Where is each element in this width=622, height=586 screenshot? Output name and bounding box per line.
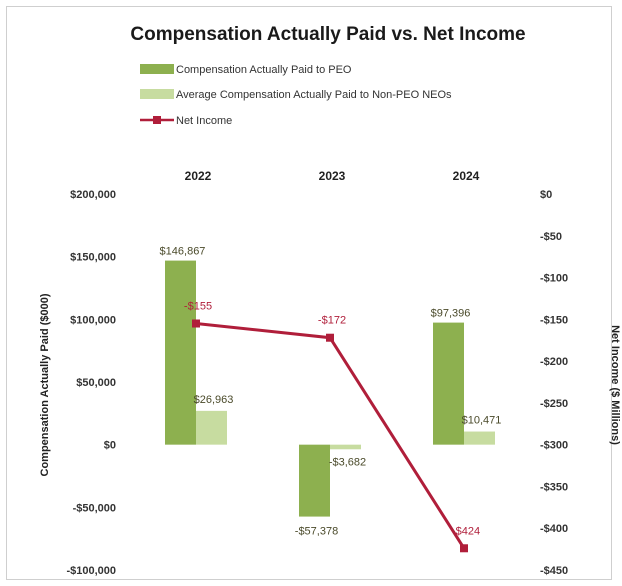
y-left-tick-label: -$50,000 — [73, 502, 116, 514]
x-axis-categories: 2022 2023 2024 — [185, 169, 480, 183]
bar-neo — [464, 431, 495, 445]
legend-label-neo: Average Compensation Actually Paid to No… — [176, 89, 452, 101]
y-left-tick-label: $200,000 — [70, 189, 116, 201]
y-right-tick-label: -$150 — [540, 314, 568, 326]
y-right-tick-label: -$350 — [540, 481, 568, 493]
y-axis-right-ticks: $0 -$50 -$100 -$150 -$200 -$250 -$300 -$350 -$40… — [540, 189, 568, 577]
legend-swatch-peo — [140, 64, 174, 74]
data-label-net-income: -$155 — [184, 301, 212, 313]
data-label-neo: $10,471 — [462, 415, 502, 427]
data-label-peo: $146,867 — [160, 246, 206, 258]
y-right-tick-label: -$250 — [540, 398, 568, 410]
y-left-tick-label: -$100,000 — [66, 565, 116, 577]
y-axis-left-ticks: $200,000 $150,000 $100,000 $50,000 $0 -$50,00… — [66, 189, 116, 577]
legend-label-net-income: Net Income — [176, 115, 232, 127]
y-right-tick-label: -$200 — [540, 356, 568, 368]
data-label-neo: $26,963 — [194, 394, 234, 406]
y-right-tick-label: $0 — [540, 189, 552, 201]
legend-label-peo: Compensation Actually Paid to PEO — [176, 64, 352, 76]
bar-peo — [165, 260, 196, 445]
y-axis-left-label: Compensation Actually Paid ($000) — [39, 293, 51, 476]
y-axis-right-label: Net Income ($ Millions) — [609, 325, 621, 445]
legend-swatch-neo — [140, 89, 174, 99]
x-category-label: 2022 — [185, 169, 212, 183]
bar-neo — [330, 444, 361, 450]
data-label-net-income: -$424 — [452, 525, 480, 537]
y-left-tick-label: $50,000 — [76, 377, 116, 389]
y-right-tick-label: -$50 — [540, 231, 562, 243]
y-right-tick-label: -$100 — [540, 273, 568, 285]
y-right-tick-label: -$400 — [540, 523, 568, 535]
y-left-tick-label: $100,000 — [70, 314, 116, 326]
y-right-tick-label: -$300 — [540, 440, 568, 452]
x-category-label: 2024 — [453, 169, 480, 183]
net-income-marker — [460, 544, 468, 553]
data-label-net-income: -$172 — [318, 315, 346, 327]
net-income-line-layer — [192, 319, 468, 553]
legend: Compensation Actually Paid to PEO Averag… — [140, 64, 452, 127]
net-income-marker — [192, 319, 200, 328]
data-label-peo: $97,396 — [431, 308, 471, 320]
data-label-neo: -$3,682 — [329, 456, 366, 468]
y-left-tick-label: $150,000 — [70, 252, 116, 264]
y-left-tick-label: $0 — [104, 440, 116, 452]
net-income-marker — [326, 333, 334, 342]
chart-title: Compensation Actually Paid vs. Net Incom… — [130, 24, 525, 45]
data-label-peo: -$57,378 — [295, 526, 338, 538]
bar-peo — [433, 322, 464, 445]
legend-marker-net-income — [153, 116, 161, 124]
bar-neo — [196, 410, 227, 445]
bar-peo — [299, 444, 330, 517]
bars — [165, 260, 495, 517]
x-category-label: 2023 — [319, 169, 346, 183]
y-right-tick-label: -$450 — [540, 565, 568, 577]
data-labels: $146,867 $26,963 -$57,378 -$3,682 $97,396 $10… — [160, 246, 502, 538]
